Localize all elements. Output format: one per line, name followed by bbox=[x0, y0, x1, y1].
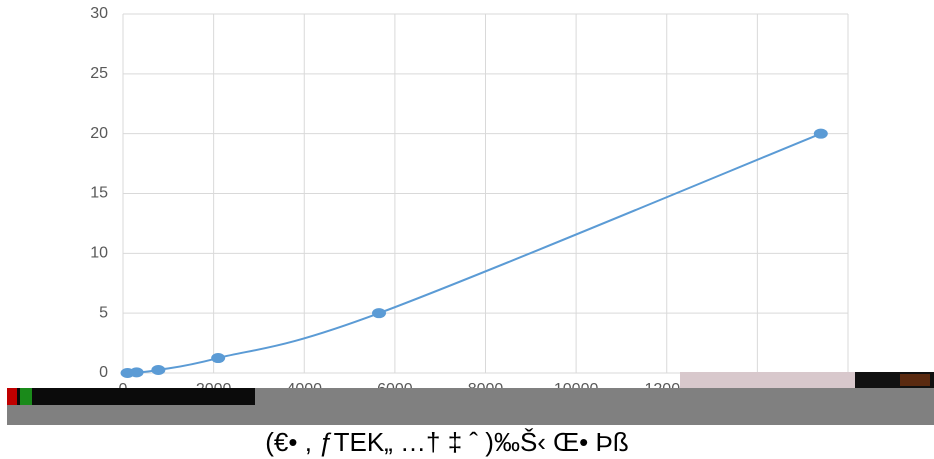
overlay bbox=[7, 372, 934, 425]
y-tick-label: 15 bbox=[90, 185, 108, 202]
y-tick-label: 30 bbox=[90, 5, 108, 22]
plot-area: 0510152025300200040006000800010000120001… bbox=[90, 5, 870, 398]
point bbox=[211, 353, 226, 364]
noise-block bbox=[680, 372, 855, 388]
y-tick-label: 25 bbox=[90, 65, 108, 82]
y-tick-label: 5 bbox=[99, 304, 108, 321]
y-tick-label: 10 bbox=[90, 245, 108, 262]
point bbox=[813, 128, 828, 139]
point bbox=[129, 367, 144, 378]
noise-brown bbox=[900, 374, 930, 386]
point bbox=[151, 365, 166, 376]
caption: (€• , ƒTEK„ …† ‡ ˆ )‰Š‹ Œ• Þß bbox=[265, 427, 628, 457]
green-block bbox=[20, 388, 32, 405]
dark-bar bbox=[7, 388, 255, 405]
red-block bbox=[7, 388, 17, 405]
y-tick-label: 20 bbox=[90, 125, 108, 142]
point bbox=[372, 308, 387, 319]
y-tick-label: 0 bbox=[99, 364, 108, 381]
